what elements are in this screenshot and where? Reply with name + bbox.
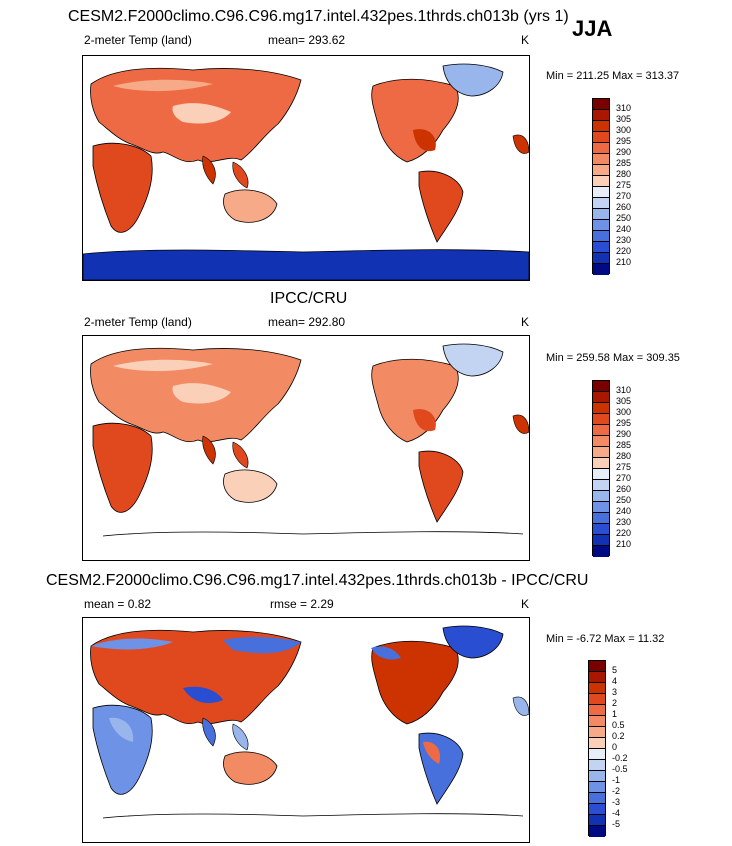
colorbar-tick-label: 275 xyxy=(616,180,632,190)
colorbar-tick-label: 2 xyxy=(612,698,618,708)
colorbar-tick-label: 240 xyxy=(616,224,632,234)
colorbar-tick-label: 280 xyxy=(616,169,632,179)
panel-2-minmax: Min = 259.58 Max = 309.35 xyxy=(546,352,680,364)
colorbar-tick-label: 300 xyxy=(616,407,632,417)
panel-2-map xyxy=(82,335,530,561)
panel-1-title: CESM2.F2000climo.C96.C96.mg17.intel.432p… xyxy=(68,8,569,25)
colorbar-tick-label: 310 xyxy=(616,103,632,113)
colorbar-tick-label: 220 xyxy=(616,528,632,538)
colorbar-tick-label: 240 xyxy=(616,506,632,516)
colorbar-tick-label: 250 xyxy=(616,495,632,505)
panel-2-mean-label: mean= 292.80 xyxy=(268,315,346,329)
panel-3-colorbar-strip xyxy=(588,660,606,837)
panel-1-variable-label: 2-meter Temp (land) xyxy=(84,33,192,47)
colorbar-tick-label: 0.5 xyxy=(612,720,625,730)
colorbar-tick-label: 290 xyxy=(616,429,632,439)
colorbar-tick-label: 260 xyxy=(616,202,632,212)
panel-1-map xyxy=(82,55,530,281)
panel-3-units: K xyxy=(521,597,530,611)
colorbar-tick-label: 285 xyxy=(616,440,632,450)
colorbar-tick-label: 300 xyxy=(616,125,632,135)
colorbar-tick-label: 290 xyxy=(616,147,632,157)
panel-1-minmax: Min = 211.25 Max = 313.37 xyxy=(546,70,680,82)
colorbar-tick-label: 310 xyxy=(616,385,632,395)
colorbar-tick-label: 3 xyxy=(612,687,618,697)
colorbar-tick-label: 305 xyxy=(616,396,632,406)
colorbar-tick-label: 250 xyxy=(616,213,632,223)
observed-temperature-map xyxy=(90,343,529,537)
panel-3-map xyxy=(82,617,530,843)
model-temperature-map xyxy=(83,63,529,280)
colorbar-tick-label: -2 xyxy=(612,786,621,796)
colorbar-tick-label: 260 xyxy=(616,484,632,494)
colorbar-tick-label: 280 xyxy=(616,451,632,461)
colorbar-tick-label: 220 xyxy=(616,246,632,256)
colorbar-tick-label: -0.5 xyxy=(612,764,628,774)
colorbar-tick-label: 210 xyxy=(616,539,632,549)
colorbar-tick-label: -5 xyxy=(612,819,621,829)
colorbar-tick-label: 295 xyxy=(616,136,632,146)
colorbar-tick-label: 295 xyxy=(616,418,632,428)
colorbar-tick-label: 1 xyxy=(612,709,618,719)
colorbar-tick-label: -1 xyxy=(612,775,621,785)
panel-1-colorbar-strip xyxy=(592,98,610,275)
colorbar-tick-label: 270 xyxy=(616,473,632,483)
panel-2-colorbar-strip xyxy=(592,380,610,557)
panel-3-minmax: Min = -6.72 Max = 11.32 xyxy=(546,633,665,645)
colorbar-tick-label: 230 xyxy=(616,235,632,245)
colorbar-tick-label: 230 xyxy=(616,517,632,527)
colorbar-tick-label: 270 xyxy=(616,191,632,201)
colorbar-tick-label: 275 xyxy=(616,462,632,472)
colorbar-tick-label: 210 xyxy=(616,257,632,267)
colorbar-tick-label: -0.2 xyxy=(612,753,628,763)
colorbar-tick-label: 285 xyxy=(616,158,632,168)
panel-1-units: K xyxy=(521,33,530,47)
colorbar-tick-label: -3 xyxy=(612,797,621,807)
colorbar-tick-label: 0.2 xyxy=(612,731,625,741)
difference-temperature-map xyxy=(90,625,529,819)
panel-3-title: CESM2.F2000climo.C96.C96.mg17.intel.432p… xyxy=(46,572,589,589)
colorbar-tick-label: 305 xyxy=(616,114,632,124)
panel-3-rmse-label: rmse = 2.29 xyxy=(270,597,334,611)
season-label: JJA xyxy=(572,16,613,41)
panel-2-title: IPCC/CRU xyxy=(270,290,348,307)
panel-3-mean-label: mean = 0.82 xyxy=(84,597,152,611)
panel-2-variable-label: 2-meter Temp (land) xyxy=(84,315,192,329)
colorbar-tick-label: -4 xyxy=(612,808,621,818)
panel-2-units: K xyxy=(521,315,530,329)
colorbar-tick-label: 4 xyxy=(612,676,618,686)
panel-1-mean-label: mean= 293.62 xyxy=(268,33,346,47)
colorbar-tick-label: 5 xyxy=(612,665,618,675)
colorbar-tick-label: 0 xyxy=(612,742,618,752)
